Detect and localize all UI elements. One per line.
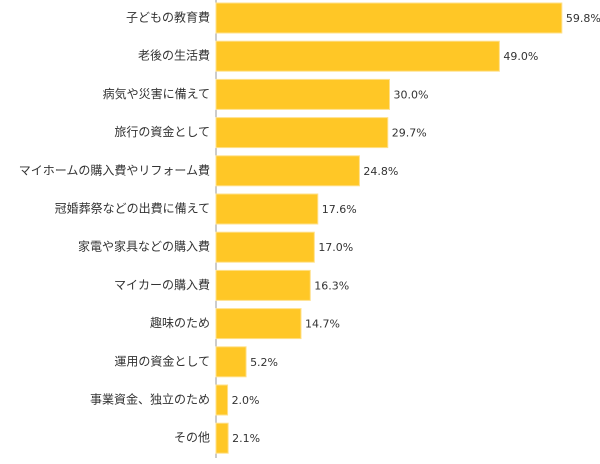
bar — [215, 2, 563, 34]
bar — [215, 193, 319, 225]
value-label: 14.7% — [305, 318, 340, 331]
bar — [215, 308, 302, 340]
bar — [215, 117, 389, 149]
value-label: 17.6% — [322, 203, 357, 216]
value-label: 17.0% — [318, 241, 353, 254]
value-label: 59.8% — [566, 12, 600, 25]
bar — [215, 346, 247, 378]
value-label: 49.0% — [503, 50, 538, 63]
category-label: 趣味のため — [150, 315, 210, 330]
value-label: 16.3% — [314, 279, 349, 292]
bar — [215, 384, 229, 416]
value-label: 2.1% — [232, 432, 260, 445]
value-label: 5.2% — [250, 356, 278, 369]
bar — [215, 269, 311, 301]
category-label: その他 — [174, 431, 210, 445]
value-label: 29.7% — [392, 127, 427, 140]
category-label: 家電や家具などの購入費 — [78, 239, 210, 254]
value-label: 2.0% — [232, 394, 260, 407]
bar — [215, 40, 500, 72]
bar — [215, 155, 360, 187]
bar — [215, 231, 315, 263]
category-label: 事業資金、独立のため — [90, 392, 210, 407]
value-label: 30.0% — [394, 88, 429, 101]
category-label: 冠婚葬祭などの出費に備えて — [55, 201, 210, 216]
category-label: マイホームの購入費やリフォーム費 — [19, 162, 210, 177]
bar — [215, 78, 390, 110]
value-label: 24.8% — [363, 165, 398, 178]
category-label: 運用の資金として — [114, 353, 210, 368]
bar — [215, 422, 229, 454]
category-label: マイカーの購入費 — [114, 277, 210, 292]
category-label: 老後の生活費 — [138, 48, 210, 63]
category-label: 子どもの教育費 — [126, 10, 210, 25]
category-label: 病気や災害に備えて — [103, 86, 210, 101]
category-label: 旅行の資金として — [114, 124, 210, 139]
